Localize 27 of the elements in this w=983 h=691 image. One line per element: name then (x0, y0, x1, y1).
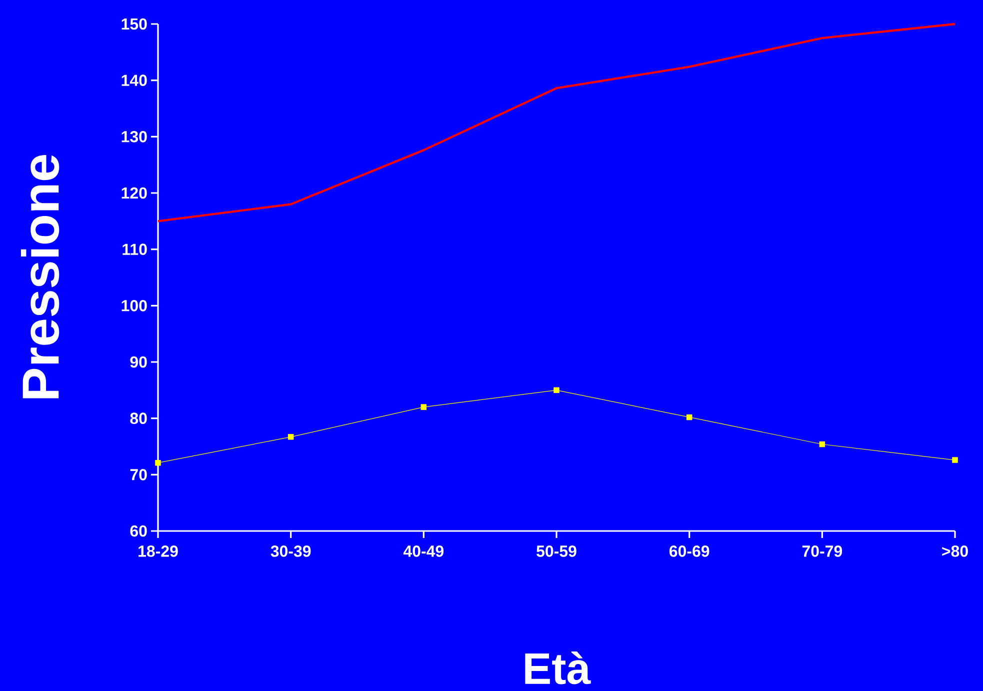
x-tick-label: 18-29 (138, 546, 178, 557)
x-tick-label: 50-59 (536, 546, 576, 557)
y-tick-label: 70 (130, 469, 147, 480)
point (686, 414, 692, 420)
x-axis-title: Età (525, 652, 591, 684)
point (952, 457, 958, 463)
x-tick-label: >80 (942, 546, 968, 557)
y-tick-label: 140 (122, 74, 147, 86)
point (819, 441, 826, 448)
point (420, 404, 427, 410)
y-tick-label: 90 (130, 356, 147, 368)
x-tick-label: 60-69 (669, 546, 710, 557)
y-tick-label: 150 (122, 18, 147, 30)
y-tick-label: 110 (122, 244, 147, 255)
y-tick-label: 80 (130, 412, 147, 424)
y-axis-title: Pressione (20, 154, 60, 398)
x-tick-label: 40-49 (403, 546, 444, 557)
line-series (156, 22, 956, 222)
point (554, 387, 560, 394)
point (288, 434, 294, 440)
x-tick-label: 70-79 (802, 546, 842, 557)
y-tick-label: 60 (130, 525, 147, 537)
point (155, 460, 161, 466)
y-tick-label: 100 (122, 300, 147, 312)
y-tick-label: 130 (122, 130, 147, 142)
x-tick-label: 30-39 (270, 546, 311, 557)
y-tick-label: 120 (122, 187, 147, 199)
